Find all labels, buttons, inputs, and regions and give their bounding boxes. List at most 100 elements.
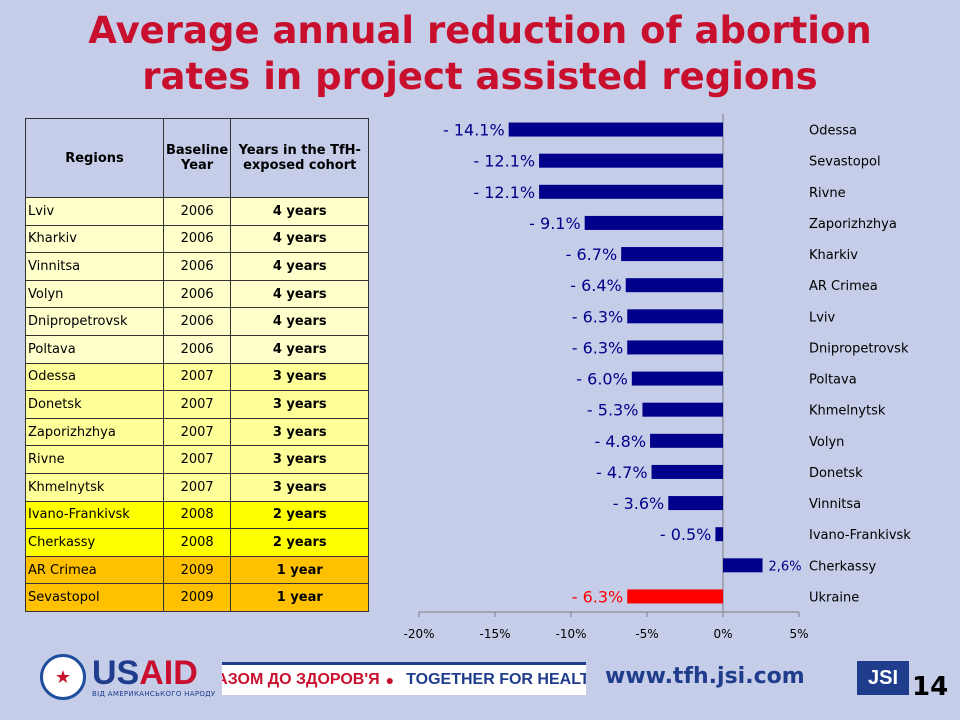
- bar-dnipropetrovsk: [627, 340, 723, 355]
- table-row: Vinnitsa 2006 4 years: [25, 252, 370, 281]
- baseline-year-cell: 2009: [162, 583, 232, 612]
- table-row: Odessa 2007 3 years: [25, 362, 370, 392]
- table-row: Donetsk 2007 3 years: [25, 390, 370, 419]
- cohort-cell: 4 years: [230, 279, 370, 309]
- bar-donetsk: [651, 464, 723, 479]
- cohort-cell: 3 years: [230, 390, 370, 419]
- x-tick-label: -20%: [403, 627, 434, 641]
- region-cell: Cherkassy: [25, 528, 164, 557]
- cohort-cell: 2 years: [230, 528, 370, 557]
- category-label: Volyn: [809, 435, 844, 450]
- data-label: - 6.4%: [570, 276, 622, 295]
- website-url[interactable]: www.tfh.jsi.com: [605, 664, 805, 689]
- table-header-row: Regions Baseline Year Years in the TfH-e…: [25, 118, 370, 198]
- header-regions: Regions: [25, 118, 164, 198]
- data-label: - 0.5%: [660, 525, 712, 544]
- data-label: - 6.7%: [566, 245, 618, 264]
- region-cell: AR Crimea: [25, 555, 164, 585]
- baseline-year-cell: 2007: [162, 390, 232, 419]
- table-row: Kharkiv 2006 4 years: [25, 224, 370, 254]
- bar-sevastopol: [539, 153, 723, 168]
- cohort-cell: 4 years: [230, 224, 370, 254]
- x-tick-label: -5%: [635, 627, 658, 641]
- table-row: Khmelnytsk 2007 3 years: [25, 472, 370, 502]
- baseline-year-cell: 2007: [162, 417, 232, 447]
- regions-table: Regions Baseline Year Years in the TfH-e…: [25, 118, 370, 612]
- region-cell: Dnipropetrovsk: [25, 307, 164, 336]
- baseline-year-cell: 2008: [162, 500, 232, 530]
- x-tick-label: 0%: [713, 627, 732, 641]
- baseline-year-cell: 2006: [162, 279, 232, 309]
- baseline-year-cell: 2006: [162, 334, 232, 364]
- slide-title: Average annual reduction of abortion rat…: [0, 8, 960, 100]
- region-cell: Volyn: [25, 279, 164, 309]
- bar-cherkassy: [723, 558, 763, 573]
- region-cell: Kharkiv: [25, 224, 164, 254]
- baseline-year-cell: 2007: [162, 445, 232, 474]
- region-cell: Poltava: [25, 334, 164, 364]
- table-row: Poltava 2006 4 years: [25, 334, 370, 364]
- x-tick-label: -15%: [479, 627, 510, 641]
- table-row: Lviv 2006 4 years: [25, 197, 370, 226]
- category-label: Poltava: [809, 373, 857, 388]
- cohort-cell: 4 years: [230, 252, 370, 281]
- category-label: Lviv: [809, 310, 836, 325]
- category-label: Cherkassy: [809, 559, 876, 574]
- baseline-year-cell: 2006: [162, 307, 232, 336]
- bar-khmelnytsk: [642, 402, 723, 417]
- usaid-logo: ★ USAID ВІД АМЕРИКАНСЬКОГО НАРОДУ: [40, 652, 215, 702]
- bar-rivne: [539, 184, 723, 199]
- cohort-cell: 1 year: [230, 555, 370, 585]
- cohort-cell: 1 year: [230, 583, 370, 612]
- region-cell: Vinnitsa: [25, 252, 164, 281]
- data-label: - 14.1%: [443, 121, 505, 140]
- banner-english-text: TOGETHER FOR HEALTH: [406, 671, 586, 688]
- bar-kharkiv: [621, 247, 723, 262]
- category-label: Khmelnytsk: [809, 404, 886, 419]
- baseline-year-cell: 2009: [162, 555, 232, 585]
- table-body: Lviv 2006 4 years Kharkiv 2006 4 years Vinnits…: [25, 197, 370, 612]
- page-number: 14: [912, 672, 949, 702]
- table-row: Rivne 2007 3 years: [25, 445, 370, 474]
- baseline-year-cell: 2008: [162, 528, 232, 557]
- jsi-logo: JSI: [857, 661, 909, 695]
- x-tick-label: -10%: [555, 627, 586, 641]
- category-label: Ivano-Frankivsk: [809, 528, 911, 543]
- data-label: - 6.0%: [576, 370, 628, 389]
- together-for-health-banner: РАЗОМ ДО ЗДОРОВ'Я ● TOGETHER FOR HEALTH: [222, 662, 586, 695]
- region-cell: Sevastopol: [25, 583, 164, 612]
- baseline-year-cell: 2007: [162, 472, 232, 502]
- cohort-cell: 3 years: [230, 445, 370, 474]
- cohort-cell: 4 years: [230, 307, 370, 336]
- data-label: - 3.6%: [613, 494, 665, 513]
- table-row: Cherkassy 2008 2 years: [25, 528, 370, 557]
- bar-volyn: [650, 433, 723, 448]
- data-label: - 4.7%: [596, 463, 648, 482]
- category-label: Ukraine: [809, 590, 859, 605]
- data-label: - 12.1%: [473, 152, 535, 171]
- data-label: - 9.1%: [529, 214, 581, 233]
- category-label: AR Crimea: [809, 279, 878, 294]
- category-label: Dnipropetrovsk: [809, 341, 909, 356]
- table-row: Sevastopol 2009 1 year: [25, 583, 370, 612]
- cohort-cell: 2 years: [230, 500, 370, 530]
- usaid-wordmark: USAID: [92, 654, 198, 692]
- bar-zaporizhzhya: [584, 215, 723, 230]
- data-label: - 4.8%: [595, 432, 647, 451]
- data-label: - 6.3%: [572, 587, 624, 606]
- x-tick-label: 5%: [789, 627, 808, 641]
- region-cell: Ivano-Frankivsk: [25, 500, 164, 530]
- region-cell: Zaporizhzhya: [25, 417, 164, 447]
- bar-ivano-frankivsk: [715, 527, 723, 542]
- bar-vinnitsa: [668, 496, 723, 511]
- category-label: Kharkiv: [809, 248, 858, 263]
- table-row: Volyn 2006 4 years: [25, 279, 370, 309]
- category-label: Zaporizhzhya: [809, 217, 897, 232]
- baseline-year-cell: 2006: [162, 224, 232, 254]
- cohort-cell: 3 years: [230, 472, 370, 502]
- bar-ukraine: [627, 589, 723, 604]
- bar-ar-crimea: [625, 278, 723, 293]
- usaid-tagline: ВІД АМЕРИКАНСЬКОГО НАРОДУ: [92, 690, 216, 698]
- category-label: Sevastopol: [809, 155, 881, 170]
- abortion-reduction-bar-chart: -20% -15% -10% -5% 0% 5% - 14.1% Odessa - 12.1% S…: [403, 114, 911, 641]
